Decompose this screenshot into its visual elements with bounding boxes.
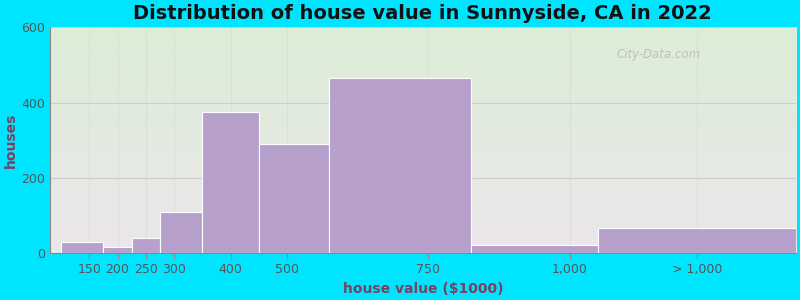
Title: Distribution of house value in Sunnyside, CA in 2022: Distribution of house value in Sunnyside… — [134, 4, 712, 23]
Bar — [132, 238, 160, 253]
X-axis label: house value ($1000): house value ($1000) — [342, 282, 503, 296]
Bar — [202, 112, 259, 253]
Bar — [103, 247, 132, 253]
Bar — [330, 78, 471, 253]
Bar — [471, 245, 598, 253]
Bar — [160, 212, 202, 253]
Y-axis label: houses: houses — [4, 112, 18, 168]
Bar — [259, 144, 330, 253]
Bar — [598, 228, 796, 253]
Bar — [61, 242, 103, 253]
Text: City-Data.com: City-Data.com — [617, 48, 701, 61]
